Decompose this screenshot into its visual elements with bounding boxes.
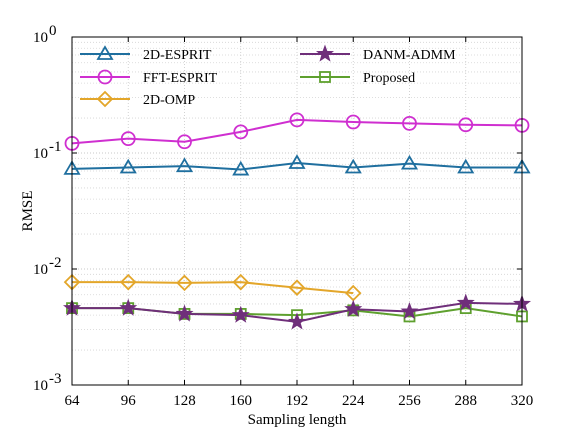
data-point [345, 114, 361, 130]
data-point [119, 298, 138, 316]
legend-item: 2D-OMP [80, 90, 195, 108]
data-point [176, 274, 193, 292]
legend-label: 2D-OMP [143, 93, 195, 108]
series-line [71, 118, 523, 145]
legend-item: 2D-ESPRIT [80, 45, 212, 63]
data-point [458, 117, 474, 133]
data-point [287, 312, 307, 330]
series-line [72, 281, 354, 295]
y-tick-label: 10 [33, 146, 48, 162]
legend-item: FFT-ESPRIT [80, 69, 218, 86]
legend-label: Proposed [363, 71, 415, 86]
data-point [288, 154, 306, 169]
series-danm-admm [62, 293, 532, 330]
data-point [177, 134, 192, 150]
data-point [232, 273, 250, 291]
x-tick-label: 256 [398, 393, 421, 409]
y-tick-exponent: -2 [49, 255, 62, 271]
legend-marker [319, 71, 331, 83]
data-point [400, 154, 419, 170]
y-tick-label: 10 [33, 30, 48, 46]
data-point [289, 112, 305, 128]
data-point [344, 299, 363, 317]
legend-marker [96, 45, 114, 60]
data-point [175, 157, 194, 173]
data-point [233, 124, 249, 140]
series-fft-esprit [64, 112, 530, 151]
series-2d-esprit [63, 154, 531, 176]
data-point [457, 158, 475, 174]
legend-item: DANM-ADMM [300, 44, 456, 63]
series-line [71, 161, 522, 171]
legend-item: Proposed [300, 71, 415, 86]
data-point [119, 273, 137, 291]
x-tick-label: 288 [455, 393, 478, 409]
x-tick-label: 128 [173, 393, 196, 409]
data-point [456, 293, 475, 311]
y-tick-exponent: -3 [49, 371, 62, 387]
x-tick-label: 96 [121, 393, 137, 409]
x-tick-label: 224 [342, 393, 365, 409]
x-axis-label: Sampling length [248, 412, 347, 428]
data-point [119, 158, 137, 174]
data-point [175, 304, 194, 322]
data-point [402, 115, 417, 131]
data-point [288, 279, 306, 296]
series-2d-omp [63, 273, 362, 302]
grid [71, 37, 523, 385]
data-point [231, 305, 250, 323]
y-tick-label: 10 [33, 262, 48, 278]
x-tick-label: 192 [286, 393, 309, 409]
legend-marker [315, 44, 335, 62]
legend-label: DANM-ADMM [363, 48, 456, 63]
data-point [232, 160, 250, 176]
legend-label: FFT-ESPRIT [143, 71, 218, 86]
data-point [400, 302, 419, 320]
data-point [344, 158, 362, 174]
x-tick-label: 320 [511, 393, 534, 409]
x-tick-label: 160 [230, 393, 253, 409]
y-axis-label: RMSE [20, 191, 36, 232]
legend-marker [96, 90, 114, 108]
legend: 2D-ESPRIT FFT-ESPRIT 2D-OMP DANM-ADMM Propos… [80, 44, 456, 108]
y-tick-exponent: 0 [49, 23, 57, 39]
legend-label: 2D-ESPRIT [143, 48, 212, 63]
x-tick-label: 64 [65, 393, 81, 409]
legend-marker [97, 69, 113, 85]
y-tick-label: 10 [33, 378, 48, 394]
y-tick-exponent: -1 [49, 139, 62, 155]
data-point [120, 131, 136, 147]
